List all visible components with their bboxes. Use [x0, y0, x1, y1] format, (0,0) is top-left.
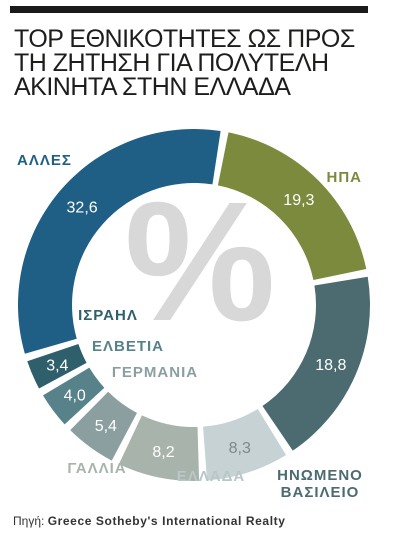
value-label-usa: 19,3	[283, 192, 314, 209]
name-label-switzerland: ΕΛΒΕΤΙΑ	[92, 338, 164, 355]
title-line-1: TOP ΕΘΝΙΚΟΤΗΤΕΣ ΩΣ ΠΡΟΣ	[14, 25, 355, 53]
name-label-greece: ΕΛΛΑΔΑ	[177, 468, 245, 485]
slice-switzerland	[42, 367, 105, 425]
slice-israel	[27, 344, 87, 389]
source-name: Greece Sotheby's International Realty	[47, 514, 286, 528]
name-label-france: ΓΑΛΛΙΑ	[67, 460, 126, 477]
title-line-2: ΤΗ ΖΗΤΗΣΗ ΓΙΑ ΠΟΛΥΤΕΛΗ	[14, 49, 329, 77]
slice-germany	[70, 391, 137, 461]
slice-greece	[203, 408, 287, 481]
name-label-germany: ΓΕΡΜΑΝΙΑ	[112, 364, 198, 381]
slice-uk	[262, 276, 370, 451]
chart-title: TOP ΕΘΝΙΚΟΤΗΤΕΣ ΩΣ ΠΡΟΣ ΤΗ ΖΗΤΗΣΗ ΓΙΑ ΠΟ…	[14, 25, 394, 101]
percent-symbol: %	[124, 167, 275, 357]
value-label-others: 32,6	[67, 200, 98, 217]
slice-others	[18, 128, 221, 354]
value-label-france: 8,2	[152, 444, 174, 461]
slice-france	[118, 415, 200, 481]
source-note: Πηγή: Greece Sotheby's International Rea…	[13, 514, 286, 528]
value-label-uk: 18,8	[315, 357, 346, 374]
name-label-usa: ΗΠΑ	[327, 169, 363, 186]
name-label-uk: ΗΝΩΜΕΝΟ ΒΑΣΙΛΕΙΟ	[277, 467, 363, 501]
title-line-3: ΑΚΙΝΗΤΑ ΣΤΗΝ ΕΛΛΑΔΑ	[14, 73, 291, 101]
source-label: Πηγή:	[13, 514, 45, 528]
slice-name-labels: ΗΠΑ ΗΝΩΜΕΝΟ ΒΑΣΙΛΕΙΟ ΕΛΛΑΔΑ ΓΑΛΛΙΑ ΓΕΡΜΑΝΙΑ ΕΛ…	[17, 152, 363, 501]
value-label-israel: 3,4	[46, 357, 68, 374]
slice-value-labels: 19,3 18,8 8,3 8,2 5,4 4,0 3,4 32,6	[46, 192, 346, 461]
name-label-others: ΑΛΛΕΣ	[17, 152, 72, 169]
value-label-switzerland: 4,0	[64, 387, 86, 404]
donut-slices	[18, 128, 370, 481]
top-rule	[10, 6, 368, 13]
slice-usa	[217, 132, 367, 281]
value-label-germany: 5,4	[95, 418, 117, 435]
name-label-israel: ΙΣΡΑΗΛ	[78, 307, 138, 324]
value-label-greece: 8,3	[229, 440, 251, 457]
